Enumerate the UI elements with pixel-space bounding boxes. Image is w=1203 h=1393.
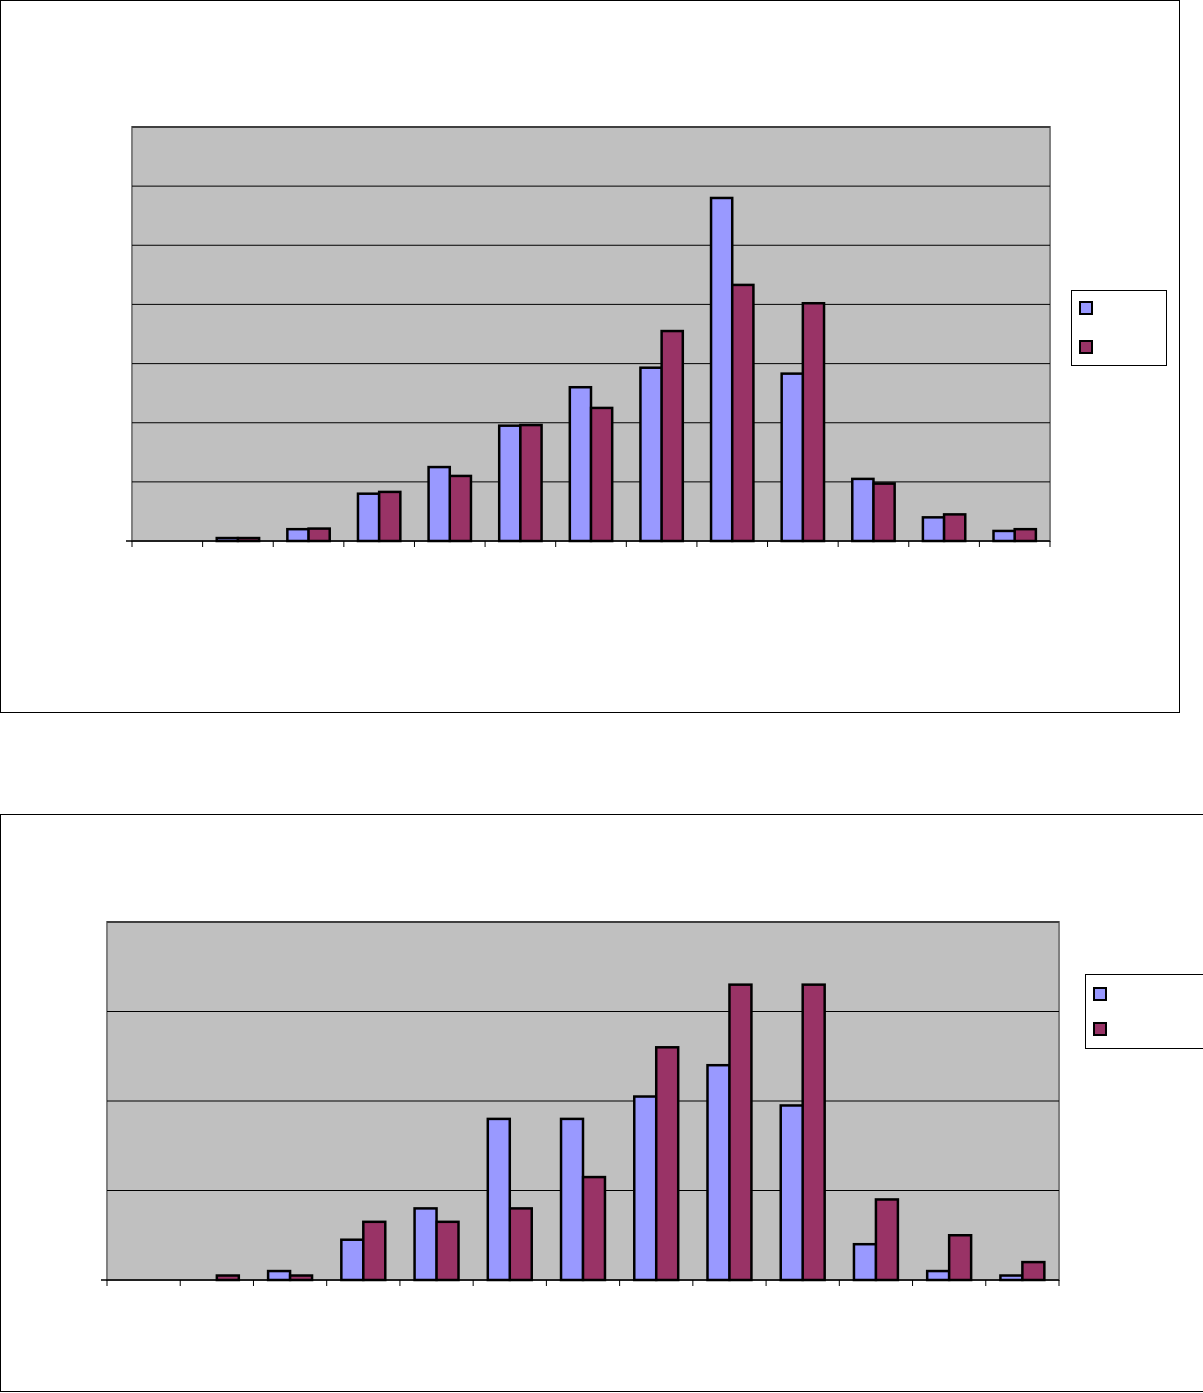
bar-series-1 — [413, 1207, 438, 1282]
bar-series-2 — [377, 490, 402, 543]
legend-swatch-series-1 — [1093, 987, 1107, 1001]
bar-series-1 — [427, 465, 452, 543]
bar-series-2 — [730, 283, 755, 543]
bar-series-2 — [942, 513, 967, 543]
bar-series-1 — [639, 366, 663, 543]
bar-series-1 — [497, 424, 522, 543]
bar-series-1 — [356, 492, 381, 543]
bar-series-1 — [559, 1117, 585, 1282]
legend-swatch-series-2 — [1079, 340, 1093, 354]
bar-series-1 — [340, 1238, 365, 1282]
bar-series-2 — [581, 1175, 607, 1282]
bar-series-1 — [633, 1095, 658, 1282]
bar-series-1 — [266, 1269, 292, 1282]
bar-series-1 — [925, 1269, 951, 1282]
bar-series-2 — [362, 1220, 387, 1282]
bar-series-1 — [851, 477, 875, 543]
chart-1-canvas — [126, 126, 1051, 547]
bar-series-2 — [874, 1198, 900, 1282]
bar-series-2 — [435, 1220, 460, 1282]
chart-1 — [0, 0, 1180, 713]
legend-swatch-series-2 — [1093, 1022, 1107, 1036]
bar-series-2 — [1013, 527, 1038, 543]
bar-series-2 — [801, 983, 826, 1282]
bar-series-1 — [992, 529, 1016, 543]
chart-2 — [0, 814, 1203, 1392]
chart-2-canvas — [101, 921, 1060, 1286]
bar-series-1 — [486, 1117, 512, 1282]
chart-1-legend — [1071, 290, 1167, 366]
bar-series-2 — [947, 1234, 973, 1282]
bar-series-2 — [654, 1046, 680, 1282]
bar-series-2 — [660, 329, 685, 543]
chart-2-legend — [1085, 974, 1203, 1049]
bar-series-1 — [852, 1242, 878, 1282]
legend-swatch-series-1 — [1079, 301, 1093, 315]
bar-series-2 — [872, 482, 896, 543]
bar-series-1 — [779, 1104, 804, 1282]
bar-series-2 — [519, 423, 543, 543]
bar-series-1 — [568, 385, 593, 543]
bar-series-2 — [801, 301, 826, 543]
bar-series-1 — [286, 527, 310, 543]
bar-series-1 — [706, 1063, 731, 1282]
bar-series-2 — [1021, 1260, 1046, 1282]
bar-series-2 — [307, 527, 331, 543]
bar-series-2 — [448, 474, 473, 543]
bar-series-2 — [728, 983, 753, 1282]
bar-series-1 — [709, 196, 734, 543]
bar-series-1 — [780, 372, 805, 543]
bar-series-1 — [921, 516, 946, 543]
bar-series-2 — [589, 406, 614, 543]
bar-series-2 — [508, 1207, 533, 1282]
